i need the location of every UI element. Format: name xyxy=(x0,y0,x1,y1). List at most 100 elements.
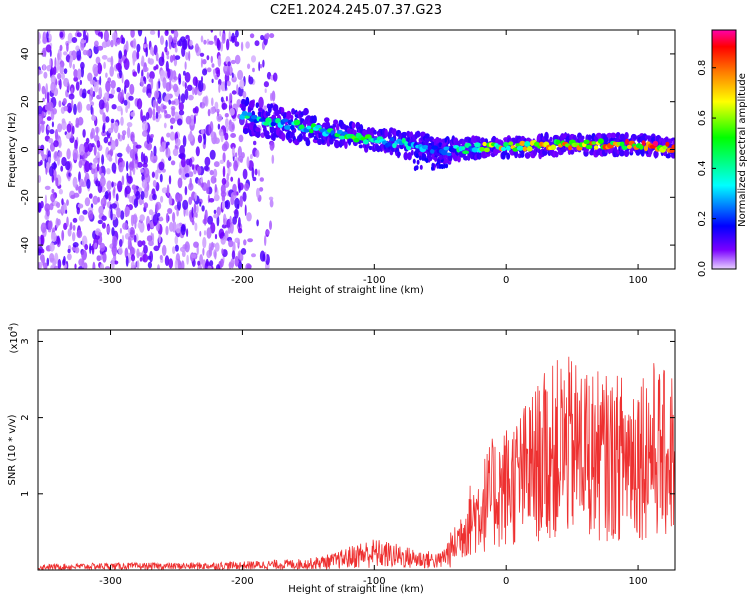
noise-mark xyxy=(133,234,137,243)
ridge-envelope-mark xyxy=(265,112,271,117)
ridge-envelope-mark xyxy=(519,151,525,158)
ridge-envelope-mark xyxy=(514,149,518,159)
noise-mark xyxy=(96,163,100,172)
noise-mark xyxy=(55,78,58,86)
noise-mark xyxy=(149,151,155,163)
noise-mark xyxy=(243,239,247,246)
noise-mark xyxy=(99,176,106,187)
noise-mark xyxy=(107,134,111,139)
noise-mark xyxy=(101,222,106,229)
noise-mark xyxy=(141,55,145,67)
noise-mark xyxy=(75,81,80,91)
noise-mark xyxy=(186,228,189,238)
noise-mark xyxy=(40,144,45,151)
ridge-core-mark xyxy=(526,146,533,152)
noise-mark xyxy=(141,179,148,189)
noise-mark xyxy=(184,72,191,83)
ridge-dip-mark xyxy=(429,156,433,162)
noise-mark xyxy=(127,228,131,233)
ridge-core-mark xyxy=(461,146,466,151)
ridge-envelope-mark xyxy=(281,132,286,142)
spectrogram-x-ticks: -300 -200 -100 0 100 xyxy=(99,30,648,286)
noise-mark xyxy=(142,130,148,137)
noise-mark xyxy=(223,218,226,226)
ridge-envelope-mark xyxy=(624,132,629,139)
noise-mark xyxy=(101,130,107,137)
noise-mark xyxy=(192,76,198,86)
noise-mark xyxy=(149,250,154,263)
noise-mark xyxy=(102,112,106,123)
noise-mark xyxy=(93,81,99,93)
noise-mark xyxy=(63,77,70,87)
x-tick-label: -100 xyxy=(363,275,386,286)
ridge-core-mark xyxy=(638,144,644,150)
x-tick-label: 0 xyxy=(503,576,509,587)
ridge-core-mark xyxy=(309,128,314,134)
noise-mark xyxy=(71,37,78,43)
noise-mark xyxy=(113,186,116,193)
noise-mark xyxy=(181,156,186,168)
noise-mark xyxy=(169,79,172,91)
noise-mark xyxy=(60,61,65,68)
noise-mark xyxy=(174,244,179,252)
ridge-core-mark xyxy=(471,147,479,153)
noise-mark xyxy=(143,202,149,209)
noise-mark xyxy=(80,41,85,51)
noise-mark xyxy=(155,111,159,120)
noise-mark xyxy=(128,95,134,101)
noise-mark xyxy=(123,99,128,106)
noise-mark xyxy=(215,242,220,252)
ridge-core-mark xyxy=(389,137,395,142)
ridge-core-mark xyxy=(293,119,301,126)
noise-mark xyxy=(79,178,84,187)
noise-mark xyxy=(104,191,109,200)
noise-mark xyxy=(96,151,100,159)
noise-mark xyxy=(174,259,179,269)
noise-mark xyxy=(266,229,270,235)
noise-mark xyxy=(174,235,179,245)
noise-mark xyxy=(234,237,240,243)
noise-mark xyxy=(87,72,93,82)
noise-mark xyxy=(150,134,154,138)
noise-mark xyxy=(184,186,188,196)
noise-mark xyxy=(84,197,91,207)
noise-mark xyxy=(82,88,87,99)
noise-mark xyxy=(49,203,54,211)
ridge-dip-mark xyxy=(438,142,442,148)
noise-mark xyxy=(264,88,267,93)
noise-mark xyxy=(42,88,45,93)
ridge-envelope-mark xyxy=(258,107,263,113)
noise-mark xyxy=(66,102,73,113)
noise-mark xyxy=(165,225,169,236)
noise-mark xyxy=(88,193,93,199)
noise-mark xyxy=(139,214,145,222)
noise-mark xyxy=(47,125,51,131)
noise-mark xyxy=(48,33,52,43)
noise-mark xyxy=(210,30,213,33)
noise-mark xyxy=(240,41,244,52)
noise-mark xyxy=(99,242,106,252)
noise-mark xyxy=(42,97,45,102)
noise-mark xyxy=(115,152,118,165)
noise-mark xyxy=(137,240,143,248)
noise-mark xyxy=(249,33,255,39)
noise-mark xyxy=(41,234,45,245)
colorbar-tick-label: 0.6 xyxy=(697,110,708,126)
noise-mark xyxy=(47,156,51,163)
noise-mark xyxy=(213,209,217,214)
noise-mark xyxy=(111,162,117,174)
noise-mark xyxy=(160,195,164,203)
noise-mark xyxy=(136,43,141,53)
noise-mark xyxy=(251,253,256,258)
noise-mark xyxy=(209,260,214,267)
noise-mark xyxy=(55,177,59,187)
noise-mark xyxy=(168,35,173,43)
ridge-envelope-mark xyxy=(298,133,303,142)
noise-mark xyxy=(177,177,183,189)
ridge-envelope-mark xyxy=(665,153,671,159)
noise-mark xyxy=(229,215,232,224)
noise-mark xyxy=(96,140,101,148)
ridge-core-mark xyxy=(362,139,369,145)
ridge-core-mark xyxy=(290,124,295,131)
